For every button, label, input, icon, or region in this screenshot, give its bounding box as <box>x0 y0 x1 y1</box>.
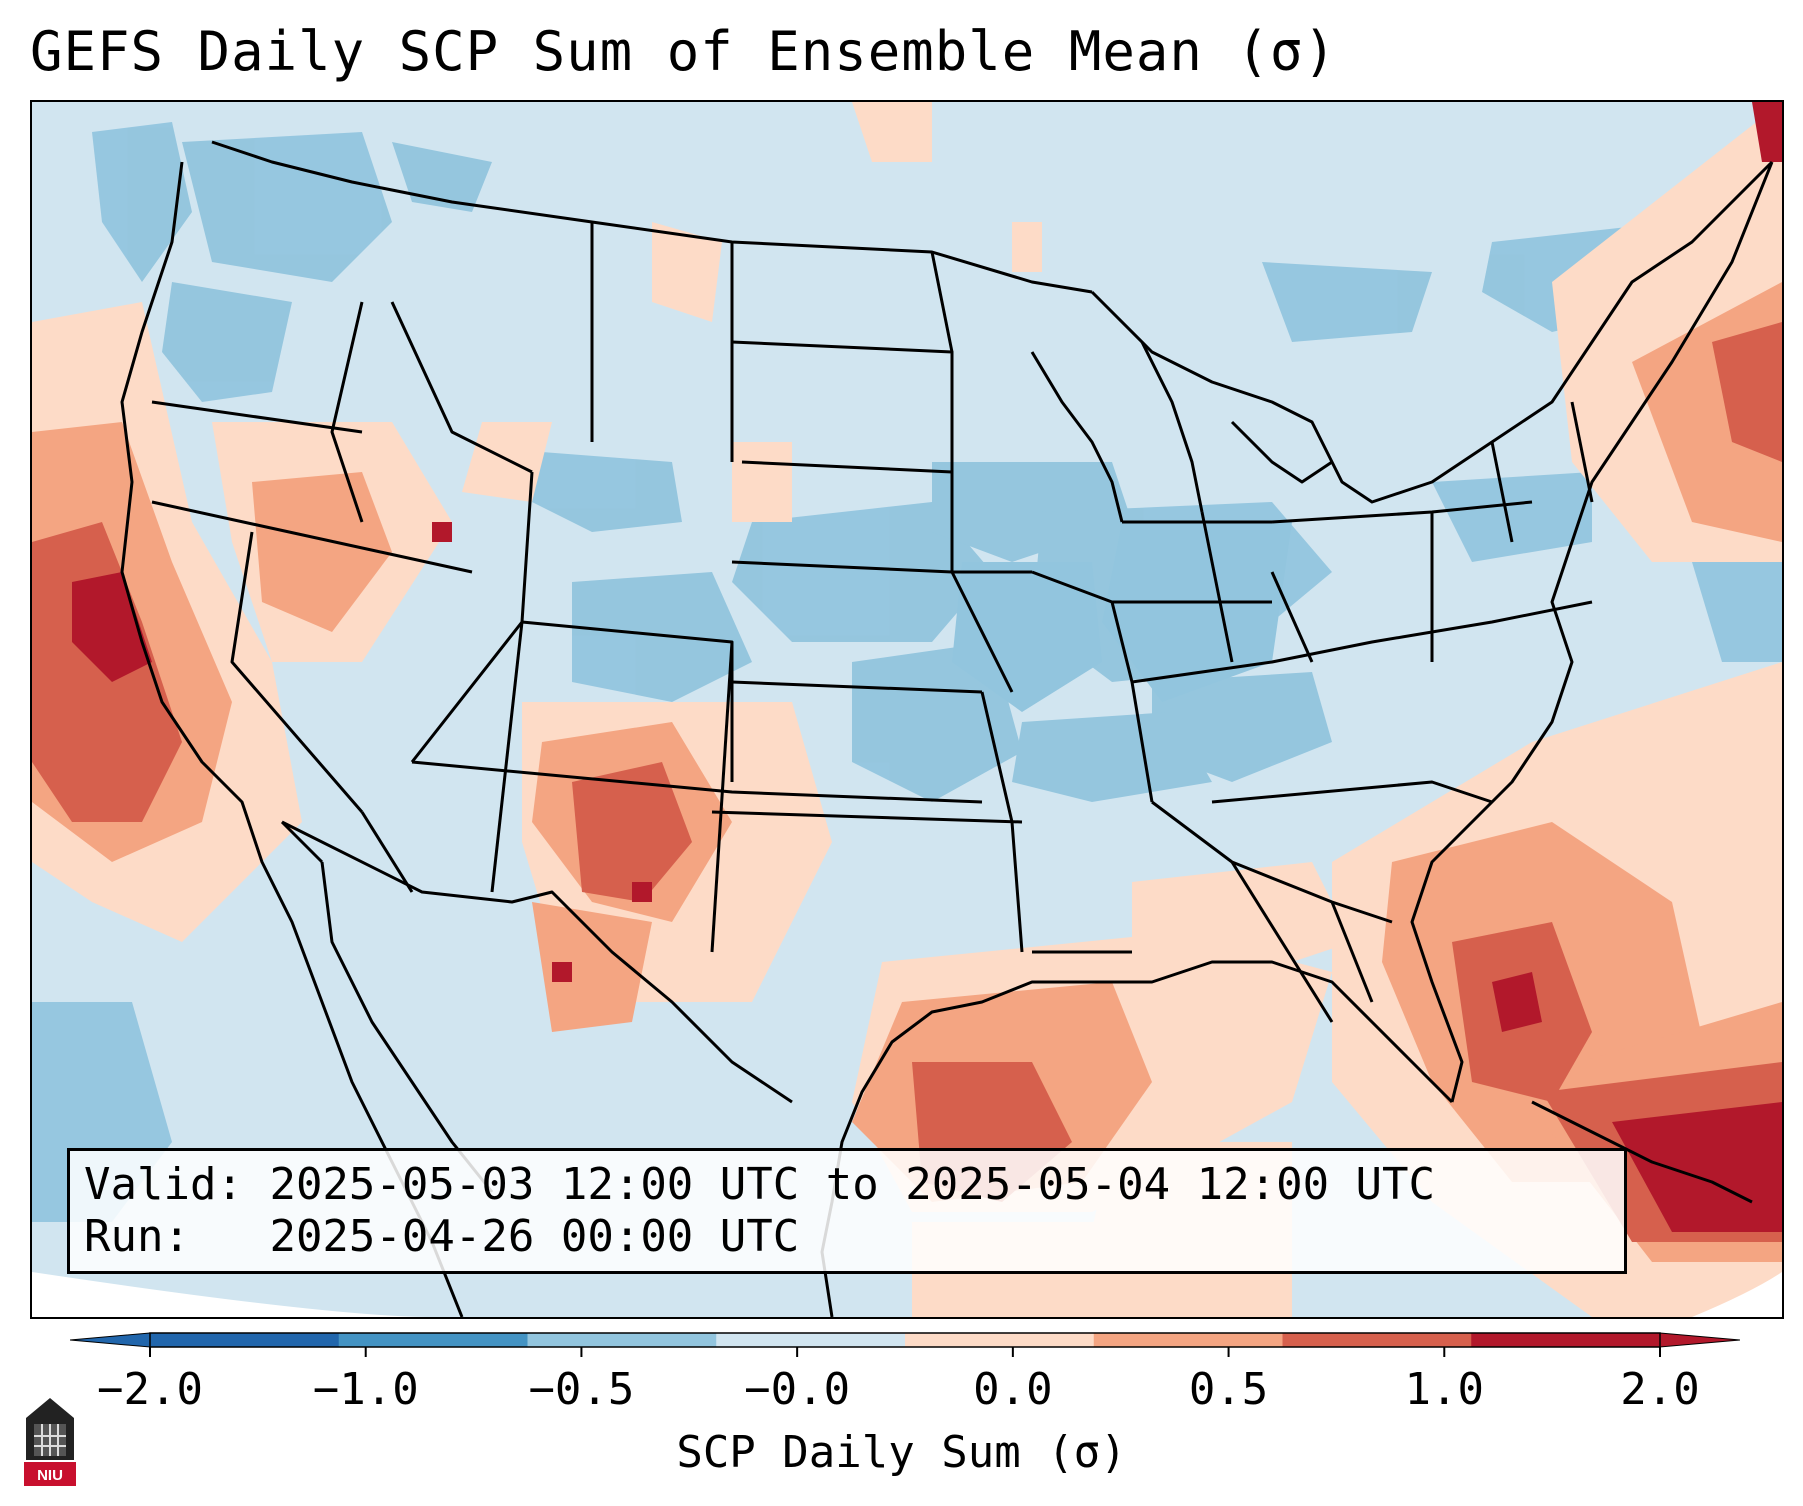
colorbar-tick-label: 1.0 <box>1404 1364 1485 1415</box>
colorbar-tick-label: −0.0 <box>744 1364 851 1415</box>
colorbar-segment <box>716 1333 906 1347</box>
plot-title: GEFS Daily SCP Sum of Ensemble Mean (σ) <box>30 20 1337 83</box>
scp-anomaly-map <box>32 102 1782 1317</box>
valid-run-info-box: Valid: 2025-05-03 12:00 UTC to 2025-05-0… <box>67 1148 1627 1274</box>
valid-row: Valid: 2025-05-03 12:00 UTC to 2025-05-0… <box>84 1159 1610 1211</box>
run-label: Run: <box>84 1211 190 1262</box>
colorbar-tick-label: −0.5 <box>528 1364 635 1415</box>
colorbar-tick-label: 0.0 <box>973 1364 1053 1415</box>
colorbar-extend-max <box>1659 1332 1740 1348</box>
niu-university-logo: NIU <box>24 1398 76 1486</box>
colorbar-segment <box>1471 1333 1661 1347</box>
colorbar-segment <box>527 1333 717 1347</box>
map-panel <box>30 100 1784 1319</box>
colorbar-tick-label: −1.0 <box>312 1364 419 1415</box>
colorbar-segment <box>150 1333 340 1347</box>
valid-label: Valid: <box>84 1159 243 1210</box>
colorbar-tick-label: 2.0 <box>1620 1364 1700 1415</box>
colorbar-anchor <box>70 1318 71 1319</box>
colorbar-extend-min <box>70 1332 151 1348</box>
logo-text: NIU <box>37 1467 63 1484</box>
colorbar-tick-label: 0.5 <box>1188 1364 1269 1415</box>
run-row: Run: 2025-04-26 00:00 UTC <box>84 1211 1610 1263</box>
run-value: 2025-04-26 00:00 UTC <box>269 1211 800 1262</box>
colorbar-tick-label: −2.0 <box>97 1364 203 1415</box>
colorbar-segment <box>338 1333 528 1347</box>
colorbar-label: SCP Daily Sum (σ) <box>676 1427 1127 1478</box>
colorbar <box>70 1318 1740 1357</box>
colorbar-segment <box>1282 1333 1472 1347</box>
valid-value: 2025-05-03 12:00 UTC to 2025-05-04 12:00… <box>269 1159 1436 1210</box>
colorbar-segment <box>905 1333 1095 1347</box>
colorbar-segment <box>1093 1333 1283 1347</box>
